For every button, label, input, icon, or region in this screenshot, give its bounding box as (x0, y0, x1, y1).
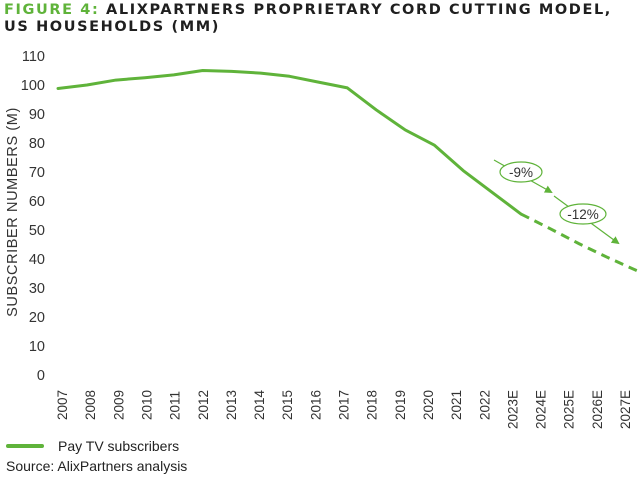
x-tick-label: 2024E (534, 390, 549, 429)
annotation-label: -12% (567, 207, 599, 222)
x-tick-label: 2016 (308, 390, 323, 420)
legend-swatch (6, 444, 44, 448)
annotations: -9% -12% (493, 159, 620, 245)
x-axis-ticks: 2007 2008 2009 2010 2011 2012 2013 2014 2015 2016… (55, 389, 633, 429)
x-tick-label: 2011 (168, 391, 183, 420)
y-tick-label: 20 (29, 310, 45, 326)
x-tick-label: 2021 (449, 390, 464, 420)
y-tick-label: 30 (29, 281, 45, 297)
x-tick-label: 2026E (590, 390, 605, 429)
y-tick-label: 40 (29, 252, 45, 268)
x-tick-label: 2020 (421, 390, 436, 420)
x-tick-label: 2027E (618, 390, 633, 429)
legend-label: Pay TV subscribers (58, 438, 180, 454)
y-tick-label: 90 (29, 107, 45, 123)
y-tick-label: 60 (29, 194, 45, 210)
series-line-actual (56, 69, 523, 216)
y-tick-label: 0 (37, 368, 45, 384)
y-tick-label: 80 (29, 136, 45, 152)
annotation-label: -9% (509, 165, 533, 180)
annotation-bubble (559, 203, 607, 225)
x-tick-label: 2010 (139, 390, 154, 420)
y-axis-ticks: 0 10 20 30 40 50 60 70 80 90 100 110 (21, 49, 45, 384)
x-tick-label: 2019 (393, 390, 408, 420)
x-tick-label: 2015 (280, 390, 295, 420)
y-tick-label: 70 (29, 165, 45, 181)
x-tick-label: 2025E (562, 390, 577, 429)
x-tick-label: 2023E (505, 390, 520, 429)
annotation-bubble (499, 161, 543, 183)
y-tick-label: 10 (29, 339, 45, 355)
x-tick-label: 2008 (83, 390, 98, 420)
x-tick-label: 2013 (224, 390, 239, 420)
y-axis-label: SUBSCRIBER NUMBERS (M) (5, 107, 21, 317)
series-pay-tv (56, 69, 638, 272)
x-tick-label: 2017 (337, 390, 352, 420)
x-tick-label: 2009 (111, 390, 126, 420)
x-tick-label: 2012 (196, 390, 211, 420)
y-tick-label: 110 (22, 49, 45, 65)
y-tick-label: 100 (21, 78, 45, 94)
title-line-1: ALIXPARTNERS PROPRIETARY CORD CUTTING MO… (106, 2, 612, 18)
source-note: Source: AlixPartners analysis (6, 458, 188, 474)
figure-number: FIGURE 4: (4, 2, 100, 18)
x-tick-label: 2018 (365, 390, 380, 420)
x-tick-label: 2014 (252, 389, 267, 420)
legend: Pay TV subscribers (6, 438, 179, 454)
chart-title: FIGURE 4: ALIXPARTNERS PROPRIETARY CORD … (4, 2, 634, 36)
x-tick-label: 2022 (477, 390, 492, 420)
x-tick-label: 2007 (55, 390, 70, 420)
y-tick-label: 50 (29, 223, 45, 239)
title-line-2: US HOUSEHOLDS (MM) (4, 19, 220, 35)
